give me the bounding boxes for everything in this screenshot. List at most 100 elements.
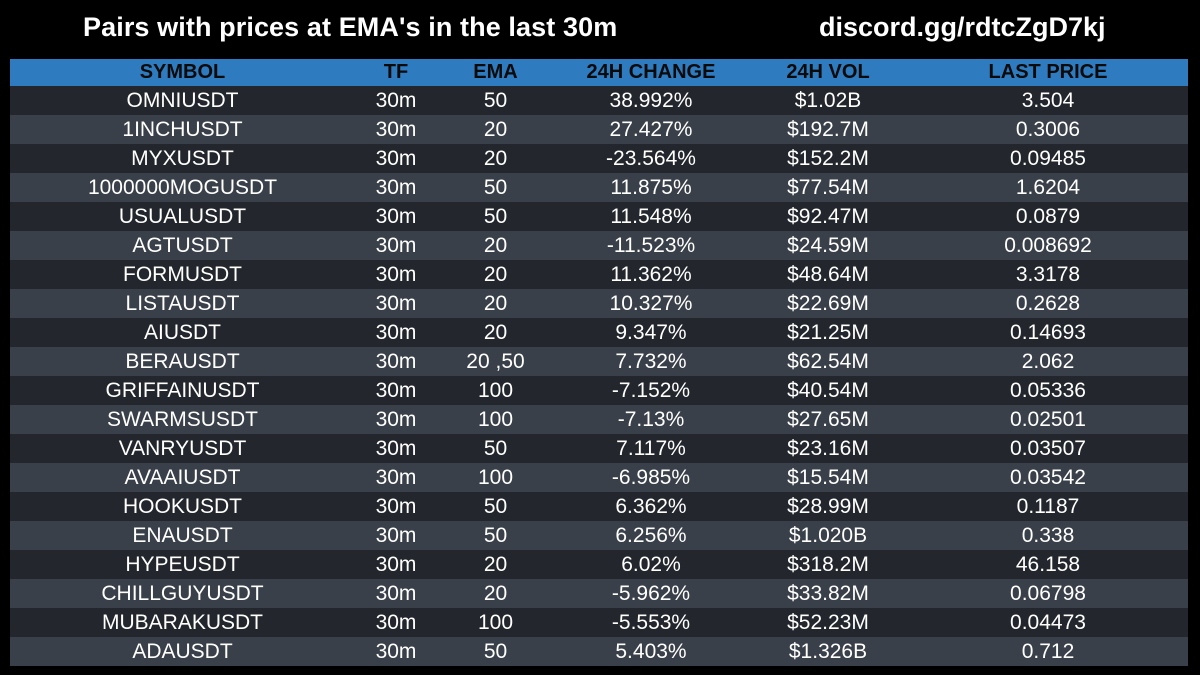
cell-24h-change: -5.962% <box>611 582 691 605</box>
cell-symbol: AVAAIUSDT <box>124 466 241 489</box>
table-row[interactable]: ADAUSDT 30m 50 5.403% $1.326B 0.712 <box>10 637 1188 666</box>
cell-24h-change: 38.992% <box>609 89 693 112</box>
cell-tf: 30m <box>375 611 417 634</box>
cell-24h-change: 7.117% <box>616 437 686 460</box>
cell-ema: 100 <box>477 611 514 634</box>
cell-last-price: 1.6204 <box>1015 176 1081 199</box>
column-header-symbol[interactable]: SYMBOL <box>139 61 226 83</box>
cell-24h-vol: $23.16M <box>787 437 869 460</box>
cell-last-price: 0.09485 <box>1010 147 1086 170</box>
cell-tf: 30m <box>375 437 417 460</box>
cell-ema: 50 <box>483 640 508 663</box>
cell-last-price: 0.1187 <box>1016 495 1080 518</box>
cell-tf: 30m <box>375 176 417 199</box>
cell-24h-change: -6.985% <box>611 466 691 489</box>
cell-24h-change: 6.256% <box>615 524 687 547</box>
table-header-row: SYMBOL TF EMA 24H CHANGE 24H VOL LAST PR… <box>10 59 1188 86</box>
cell-24h-vol: $27.65M <box>787 408 869 431</box>
table-row[interactable]: 1000000MOGUSDT 30m 50 11.875% $77.54M 1.6204 <box>10 173 1188 202</box>
cell-24h-change: 6.362% <box>615 495 687 518</box>
cell-24h-change: 9.347% <box>615 321 687 344</box>
cell-last-price: 0.03507 <box>1010 437 1086 460</box>
cell-24h-change: 6.02% <box>621 553 681 576</box>
cell-24h-vol: $15.54M <box>787 466 869 489</box>
table-row[interactable]: SWARMSUSDT 30m 100 -7.13% $27.65M 0.02501 <box>10 405 1188 434</box>
cell-ema: 20 <box>483 234 508 257</box>
cell-ema: 50 <box>483 205 508 228</box>
cell-24h-vol: $318.2M <box>787 553 869 576</box>
table-row[interactable]: GRIFFAINUSDT 30m 100 -7.152% $40.54M 0.05336 <box>10 376 1188 405</box>
cell-24h-vol: $24.59M <box>787 234 869 257</box>
cell-tf: 30m <box>375 640 417 663</box>
page-title: Pairs with prices at EMA's in the last 3… <box>83 12 618 42</box>
cell-tf: 30m <box>375 89 417 112</box>
cell-ema: 20 <box>483 118 508 141</box>
cell-24h-vol: $28.99M <box>787 495 869 518</box>
cell-24h-vol: $21.25M <box>787 321 869 344</box>
cell-last-price: 0.04473 <box>1010 611 1086 634</box>
cell-24h-change: 11.875% <box>610 176 692 199</box>
column-header-24h-change[interactable]: 24H CHANGE <box>586 61 716 83</box>
cell-tf: 30m <box>375 582 417 605</box>
table-row[interactable]: HYPEUSDT 30m 20 6.02% $318.2M 46.158 <box>10 550 1188 579</box>
table-row[interactable]: CHILLGUYUSDT 30m 20 -5.962% $33.82M 0.06798 <box>10 579 1188 608</box>
cell-last-price: 0.712 <box>1021 640 1075 663</box>
cell-24h-change: -7.152% <box>611 379 691 402</box>
cell-ema: 100 <box>477 408 514 431</box>
cell-ema: 100 <box>477 466 514 489</box>
cell-ema: 50 <box>483 524 508 547</box>
cell-ema: 50 <box>483 495 508 518</box>
table-row[interactable]: AVAAIUSDT 30m 100 -6.985% $15.54M 0.03542 <box>10 463 1188 492</box>
cell-24h-vol: $22.69M <box>787 292 869 315</box>
cell-24h-vol: $52.23M <box>787 611 869 634</box>
table-row[interactable]: FORMUSDT 30m 20 11.362% $48.64M 3.3178 <box>10 260 1188 289</box>
cell-symbol: FORMUSDT <box>123 263 242 286</box>
table-row[interactable]: OMNIUSDT 30m 50 38.992% $1.02B 3.504 <box>10 86 1188 115</box>
table-row[interactable]: LISTAUSDT 30m 20 10.327% $22.69M 0.2628 <box>10 289 1188 318</box>
cell-last-price: 2.062 <box>1021 350 1075 373</box>
table-row[interactable]: MYXUSDT 30m 20 -23.564% $152.2M 0.09485 <box>10 144 1188 173</box>
cell-24h-change: 27.427% <box>609 118 693 141</box>
cell-ema: 20 <box>483 292 508 315</box>
table-row[interactable]: AIUSDT 30m 20 9.347% $21.25M 0.14693 <box>10 318 1188 347</box>
cell-24h-vol: $77.54M <box>787 176 869 199</box>
table-row[interactable]: ENAUSDT 30m 50 6.256% $1.020B 0.338 <box>10 521 1188 550</box>
cell-24h-vol: $192.7M <box>787 118 869 141</box>
cell-24h-change: 10.327% <box>609 292 693 315</box>
cell-24h-change: 7.732% <box>615 350 687 373</box>
table-row[interactable]: MUBARAKUSDT 30m 100 -5.553% $52.23M 0.04473 <box>10 608 1188 637</box>
column-header-last-price[interactable]: LAST PRICE <box>988 61 1108 83</box>
discord-link[interactable]: discord.gg/rdtcZgD7kj <box>819 12 1106 42</box>
cell-symbol: ENAUSDT <box>132 524 233 547</box>
table-row[interactable]: USUALUSDT 30m 50 11.548% $92.47M 0.0879 <box>10 202 1188 231</box>
cell-last-price: 0.03542 <box>1010 466 1086 489</box>
table-row[interactable]: HOOKUSDT 30m 50 6.362% $28.99M 0.1187 <box>10 492 1188 521</box>
cell-last-price: 3.3178 <box>1015 263 1081 286</box>
cell-ema: 20 <box>483 147 508 170</box>
cell-tf: 30m <box>375 321 417 344</box>
cell-symbol: MYXUSDT <box>131 147 234 170</box>
cell-symbol: MUBARAKUSDT <box>101 611 264 634</box>
table-row[interactable]: AGTUSDT 30m 20 -11.523% $24.59M 0.008692 <box>10 231 1188 260</box>
column-header-ema[interactable]: EMA <box>473 61 518 83</box>
column-header-tf[interactable]: TF <box>383 61 409 83</box>
cell-tf: 30m <box>375 147 417 170</box>
cell-tf: 30m <box>375 292 417 315</box>
cell-last-price: 0.2628 <box>1015 292 1081 315</box>
cell-tf: 30m <box>375 234 417 257</box>
table-row[interactable]: BERAUSDT 30m 20 ,50 7.732% $62.54M 2.062 <box>10 347 1188 376</box>
table-row[interactable]: VANRYUSDT 30m 50 7.117% $23.16M 0.03507 <box>10 434 1188 463</box>
cell-tf: 30m <box>375 466 417 489</box>
cell-symbol: USUALUSDT <box>118 205 247 228</box>
cell-last-price: 0.14693 <box>1010 321 1086 344</box>
cell-last-price: 0.05336 <box>1010 379 1086 402</box>
cell-last-price: 0.02501 <box>1010 408 1086 431</box>
table-row[interactable]: 1INCHUSDT 30m 20 27.427% $192.7M 0.3006 <box>10 115 1188 144</box>
title-bar: Pairs with prices at EMA's in the last 3… <box>0 0 1200 58</box>
cell-symbol: LISTAUSDT <box>125 292 240 315</box>
column-header-24h-vol[interactable]: 24H VOL <box>786 61 870 83</box>
cell-24h-change: -23.564% <box>606 147 696 170</box>
cell-symbol: GRIFFAINUSDT <box>105 379 260 402</box>
cell-symbol: AIUSDT <box>143 321 221 344</box>
cell-tf: 30m <box>375 350 417 373</box>
